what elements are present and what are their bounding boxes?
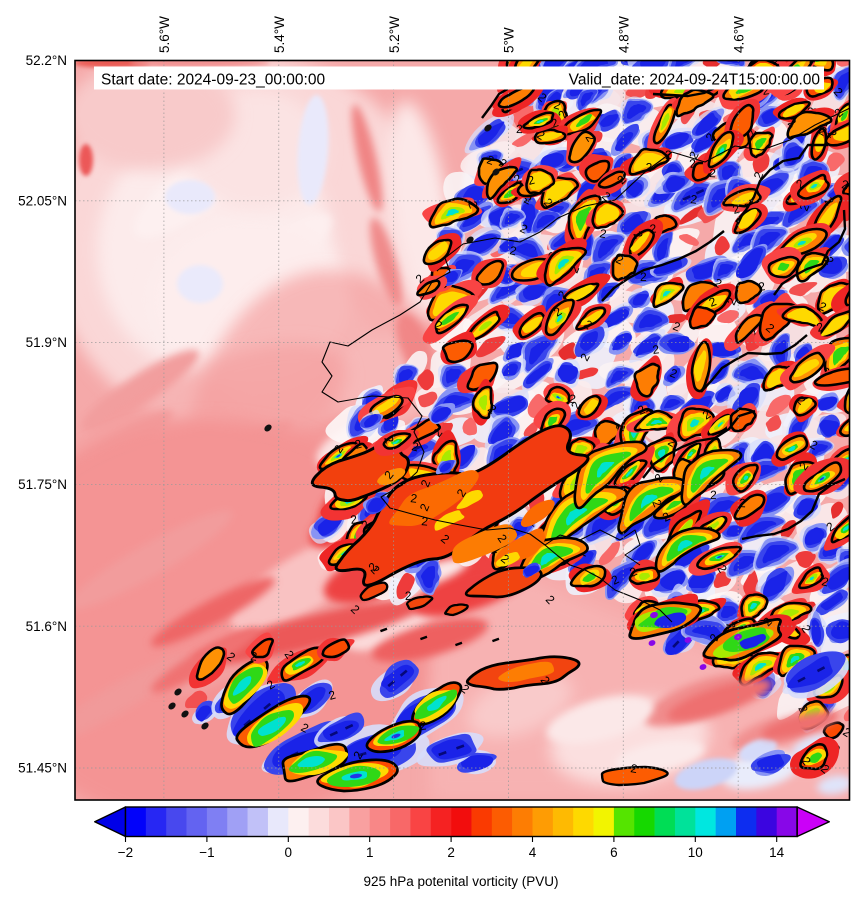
svg-text:2: 2: [465, 199, 481, 210]
svg-text:5.2°W: 5.2°W: [387, 16, 402, 53]
svg-text:2: 2: [820, 574, 830, 589]
svg-text:51.6°N: 51.6°N: [26, 619, 67, 634]
svg-text:2: 2: [417, 501, 433, 513]
svg-text:Valid_date: 2024-09-24T15:00:0: Valid_date: 2024-09-24T15:00:00.00: [569, 72, 821, 89]
svg-text:2: 2: [807, 51, 816, 66]
svg-text:2: 2: [739, 496, 747, 510]
svg-text:2: 2: [815, 319, 826, 334]
svg-text:1: 1: [366, 845, 374, 860]
svg-text:Start date: 2024-09-23_00:00:0: Start date: 2024-09-23_00:00:00: [101, 72, 325, 89]
svg-text:2: 2: [433, 318, 445, 334]
svg-text:2: 2: [327, 687, 338, 702]
svg-text:52.05°N: 52.05°N: [18, 193, 67, 208]
svg-text:2: 2: [757, 279, 766, 294]
svg-text:4: 4: [529, 845, 537, 860]
svg-text:2: 2: [421, 514, 429, 529]
svg-text:2: 2: [840, 177, 850, 192]
svg-text:2: 2: [840, 725, 853, 741]
svg-text:2: 2: [761, 83, 770, 98]
svg-text:2: 2: [250, 649, 259, 664]
svg-text:2: 2: [613, 422, 629, 434]
svg-text:5.6°W: 5.6°W: [157, 16, 172, 53]
svg-text:2: 2: [652, 342, 661, 357]
svg-text:2: 2: [516, 122, 523, 136]
svg-text:2: 2: [353, 437, 363, 452]
svg-text:2: 2: [508, 243, 518, 258]
svg-text:51.9°N: 51.9°N: [26, 335, 67, 350]
svg-text:2: 2: [671, 319, 683, 335]
svg-text:2: 2: [405, 589, 412, 603]
svg-text:2: 2: [410, 439, 420, 454]
svg-text:2: 2: [549, 115, 561, 131]
svg-text:2: 2: [526, 173, 536, 188]
svg-text:10: 10: [688, 845, 703, 860]
svg-text:2: 2: [419, 718, 427, 733]
svg-text:2: 2: [797, 202, 813, 214]
svg-text:2: 2: [649, 221, 657, 236]
svg-text:2: 2: [567, 263, 583, 275]
svg-text:2: 2: [707, 632, 723, 644]
svg-text:2: 2: [744, 127, 760, 138]
svg-text:2: 2: [707, 294, 719, 310]
svg-text:4.8°W: 4.8°W: [617, 16, 632, 53]
svg-text:51.45°N: 51.45°N: [18, 761, 67, 776]
svg-text:2: 2: [349, 512, 358, 527]
svg-text:2: 2: [485, 153, 496, 168]
svg-text:2: 2: [640, 270, 647, 284]
svg-text:−1: −1: [199, 845, 214, 860]
svg-text:0: 0: [285, 845, 293, 860]
svg-text:2: 2: [723, 620, 739, 632]
svg-text:925 hPa potenital vorticity (P: 925 hPa potenital vorticity (PVU): [363, 874, 558, 889]
svg-text:6: 6: [610, 845, 618, 860]
svg-text:2: 2: [552, 97, 563, 112]
svg-text:51.75°N: 51.75°N: [18, 477, 67, 492]
svg-text:2: 2: [418, 477, 434, 489]
svg-text:2: 2: [598, 226, 608, 241]
svg-text:2: 2: [668, 366, 680, 382]
svg-text:2: 2: [447, 845, 455, 860]
svg-text:2: 2: [690, 192, 699, 207]
svg-text:2: 2: [512, 171, 524, 187]
svg-text:5.4°W: 5.4°W: [272, 16, 287, 53]
svg-text:52.2°N: 52.2°N: [26, 53, 67, 68]
svg-text:2: 2: [751, 169, 767, 181]
svg-text:2: 2: [567, 391, 577, 406]
svg-text:2: 2: [773, 54, 780, 68]
svg-text:2: 2: [629, 761, 638, 776]
svg-text:14: 14: [769, 845, 785, 860]
svg-text:2: 2: [710, 488, 717, 502]
svg-text:2: 2: [645, 160, 653, 175]
svg-text:4.6°W: 4.6°W: [731, 16, 746, 53]
svg-text:5°W: 5°W: [502, 27, 517, 53]
svg-text:−2: −2: [118, 845, 133, 860]
svg-text:2: 2: [688, 156, 697, 171]
svg-text:2: 2: [709, 166, 717, 180]
svg-text:2: 2: [731, 201, 742, 216]
svg-text:2: 2: [381, 434, 397, 446]
svg-text:2: 2: [410, 491, 419, 506]
